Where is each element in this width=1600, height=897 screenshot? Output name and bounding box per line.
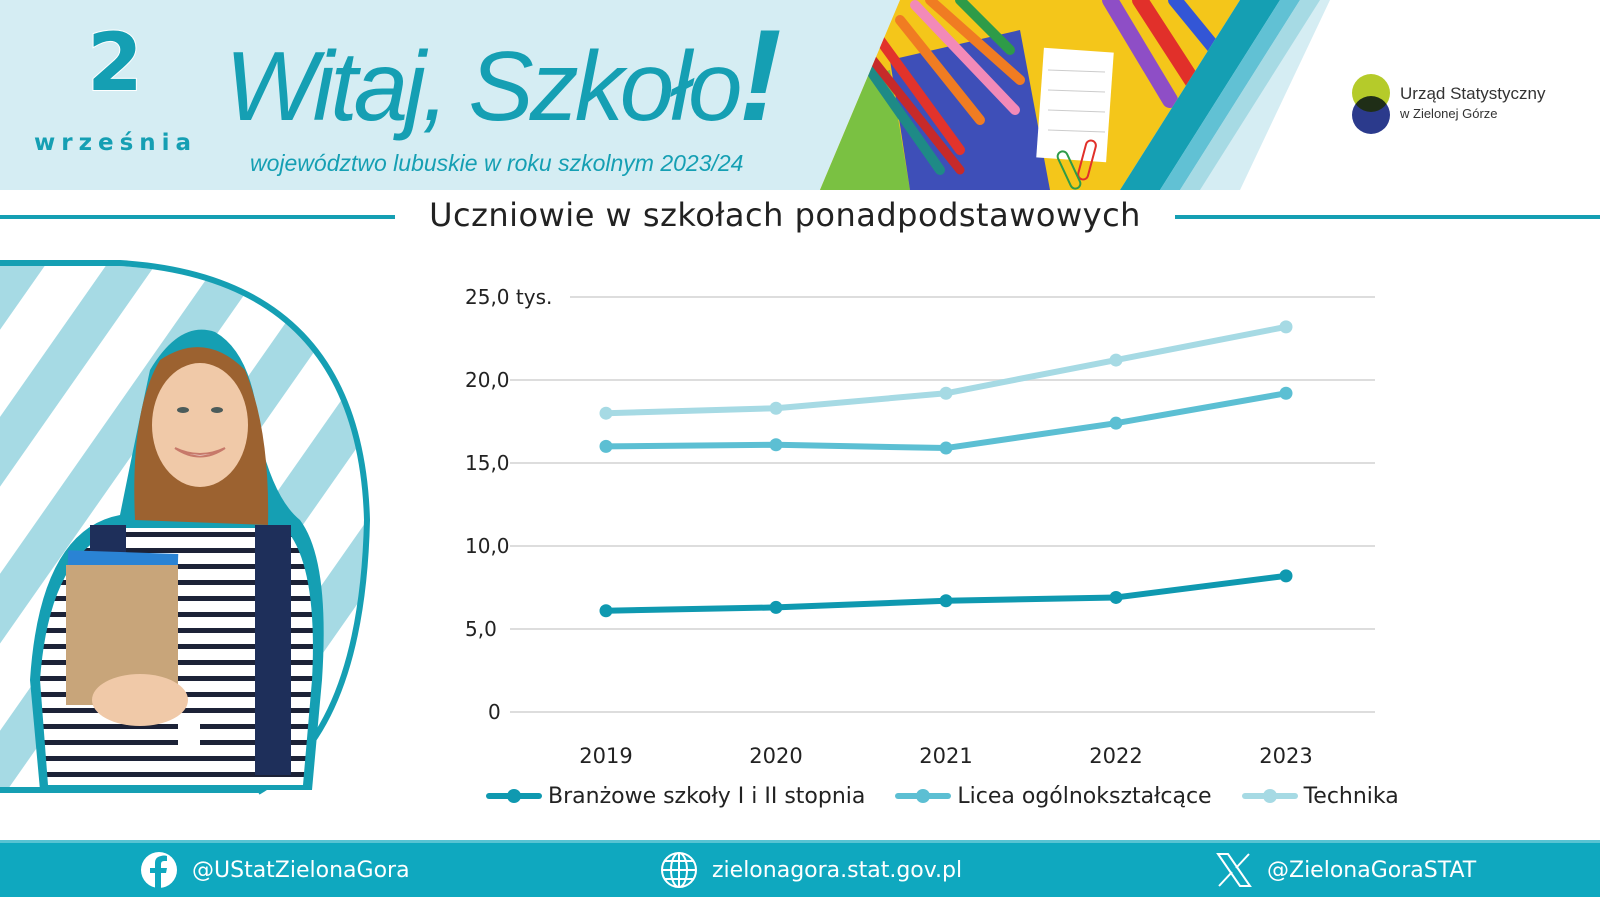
data-point[interactable]	[939, 386, 953, 400]
x-tick-2023: 2023	[1259, 744, 1312, 768]
y-tick-15: 15,0	[465, 451, 510, 475]
x-tick-2019: 2019	[579, 744, 632, 768]
student-illustration	[0, 260, 371, 795]
y-tick-20: 20,0	[465, 368, 510, 392]
logo-circle-blue-icon	[1352, 96, 1390, 134]
y-tick-25: 25,0 tys.	[465, 285, 552, 309]
school-supplies-image	[820, 0, 1320, 190]
globe-icon	[660, 851, 698, 889]
gus-logo[interactable]: Urząd Statystyczny w Zielonej Górze	[1352, 74, 1552, 134]
facebook-icon	[140, 851, 178, 889]
x-axis-labels: 2019 2020 2021 2022 2023	[579, 744, 1312, 768]
legend-label: Licea ogólnokształcące	[957, 783, 1212, 809]
x-tick-2022: 2022	[1089, 744, 1142, 768]
date-month: września	[34, 130, 198, 156]
x-tick-2021: 2021	[919, 744, 972, 768]
legend-label: Branżowe szkoły I i II stopnia	[548, 783, 866, 809]
x-handle: @ZielonaGoraSTAT	[1267, 857, 1477, 883]
banner-title-text: Witaj, Szkoło	[225, 31, 743, 141]
data-point[interactable]	[1109, 353, 1123, 367]
y-axis-labels: 25,0 tys. 20,0 15,0 10,0 5,0 0	[465, 285, 552, 724]
data-point[interactable]	[1279, 569, 1293, 583]
data-point[interactable]	[769, 401, 783, 415]
x-twitter-link[interactable]: @ZielonaGoraSTAT	[1215, 843, 1476, 897]
data-point[interactable]	[599, 604, 613, 618]
legend-item-branzowe[interactable]: Branżowe szkoły I i II stopnia	[486, 784, 865, 809]
website-link[interactable]: zielonagora.stat.gov.pl	[660, 843, 962, 897]
data-point[interactable]	[769, 600, 783, 614]
series-line	[605, 323, 1287, 417]
legend-label: Technika	[1303, 783, 1399, 809]
data-point[interactable]	[769, 438, 783, 452]
date-day: 2	[86, 16, 144, 109]
gridlines	[510, 296, 1375, 713]
section-divider-left	[0, 215, 395, 219]
website-url: zielonagora.stat.gov.pl	[712, 857, 963, 883]
section-divider-right	[1175, 215, 1600, 219]
data-point[interactable]	[939, 594, 953, 608]
x-logo-icon	[1215, 851, 1253, 889]
facebook-link[interactable]: @UStatZielonaGora	[140, 843, 410, 897]
section-title: Uczniowie w szkołach ponadpodstawowych	[429, 196, 1141, 234]
legend-line-marker-icon	[895, 789, 952, 803]
facebook-handle: @UStatZielonaGora	[192, 857, 410, 883]
footer-bar: @UStatZielonaGora zielonagora.stat.gov.p…	[0, 840, 1600, 897]
logo-line2: w Zielonej Górze	[1400, 106, 1498, 121]
data-point[interactable]	[1109, 590, 1123, 604]
data-point[interactable]	[939, 441, 953, 455]
series-line	[605, 390, 1287, 452]
legend-item-licea[interactable]: Licea ogólnokształcące	[895, 783, 1212, 809]
header-banner: 2 września Witaj, Szkoło! województwo lu…	[0, 0, 1600, 190]
y-tick-0: 0	[488, 700, 501, 724]
x-tick-2020: 2020	[749, 744, 802, 768]
data-point[interactable]	[1279, 386, 1293, 400]
series-layer	[599, 320, 1293, 618]
data-point[interactable]	[1279, 320, 1293, 334]
banner-title: Witaj, Szkoło!	[225, 10, 782, 141]
y-tick-5: 5,0	[465, 617, 497, 641]
data-point[interactable]	[599, 439, 613, 453]
line-chart: 25,0 tys. 20,0 15,0 10,0 5,0 0 2019 2020…	[465, 285, 1375, 768]
legend-line-marker-icon	[1241, 789, 1298, 803]
legend-item-technika[interactable]: Technika	[1241, 783, 1399, 809]
banner-title-exclamation: !	[738, 2, 782, 148]
legend-line-marker-icon	[486, 789, 542, 803]
y-tick-10: 10,0	[465, 534, 510, 558]
logo-line1: Urząd Statystyczny	[1400, 84, 1546, 103]
chart-legend: Branżowe szkoły I i II stopnia Licea ogó…	[486, 778, 1429, 814]
data-point[interactable]	[599, 406, 613, 420]
data-point[interactable]	[1109, 416, 1123, 430]
banner-subtitle: województwo lubuskie w roku szkolnym 202…	[250, 150, 744, 176]
